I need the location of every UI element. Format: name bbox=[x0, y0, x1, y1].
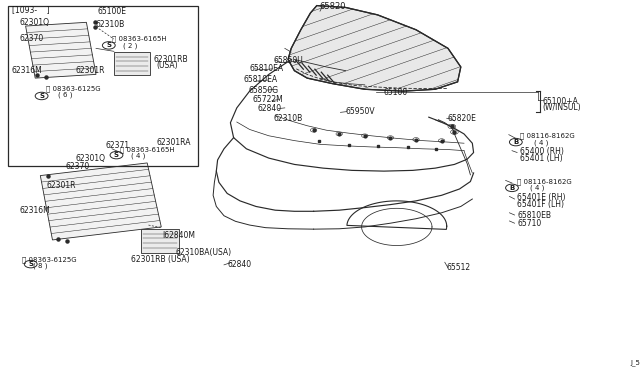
Text: 62301R: 62301R bbox=[47, 182, 76, 190]
Text: J_500036: J_500036 bbox=[630, 359, 640, 366]
Text: Ⓑ 08116-8162G: Ⓑ 08116-8162G bbox=[520, 132, 575, 139]
Text: ( 4 ): ( 4 ) bbox=[131, 153, 145, 160]
Text: [1093-    ]: [1093- ] bbox=[12, 5, 49, 14]
Text: ( 4 ): ( 4 ) bbox=[530, 185, 544, 191]
Text: 62301Q: 62301Q bbox=[19, 18, 49, 27]
Bar bbox=[8, 6, 198, 166]
Text: Ⓢ 08363-6125G: Ⓢ 08363-6125G bbox=[22, 256, 77, 263]
Text: S: S bbox=[106, 42, 111, 48]
Text: l62840M: l62840M bbox=[162, 231, 195, 240]
Text: 65820: 65820 bbox=[319, 2, 346, 11]
Polygon shape bbox=[288, 6, 461, 91]
Text: S: S bbox=[114, 152, 119, 158]
Bar bbox=[114, 52, 150, 75]
Text: 62371: 62371 bbox=[106, 141, 130, 150]
Bar bbox=[141, 229, 179, 253]
Text: 65401F (LH): 65401F (LH) bbox=[517, 200, 564, 209]
Text: 65512: 65512 bbox=[447, 263, 471, 272]
Text: ( 6 ): ( 6 ) bbox=[58, 92, 72, 98]
Text: 62310BA(USA): 62310BA(USA) bbox=[176, 248, 232, 257]
Text: Ⓢ 08363-6165H: Ⓢ 08363-6165H bbox=[120, 146, 175, 153]
Text: 65722M: 65722M bbox=[253, 95, 284, 104]
Text: 62370: 62370 bbox=[19, 34, 44, 43]
Text: 62316M: 62316M bbox=[12, 66, 42, 75]
Text: Ⓑ 08116-8162G: Ⓑ 08116-8162G bbox=[517, 178, 572, 185]
Text: Ⓢ 08363-6165H: Ⓢ 08363-6165H bbox=[112, 36, 166, 42]
Text: ( 2 ): ( 2 ) bbox=[123, 42, 137, 49]
Text: 65100E: 65100E bbox=[97, 7, 126, 16]
Text: 65950V: 65950V bbox=[346, 107, 375, 116]
Text: ( 8 ): ( 8 ) bbox=[33, 263, 48, 269]
Text: (USA): (USA) bbox=[157, 61, 179, 70]
Text: (W/INSUL): (W/INSUL) bbox=[543, 103, 581, 112]
Text: B: B bbox=[509, 185, 515, 191]
Text: 65710: 65710 bbox=[517, 219, 541, 228]
Text: 62301RB: 62301RB bbox=[154, 55, 188, 64]
Text: 65100: 65100 bbox=[384, 88, 408, 97]
Text: 62840: 62840 bbox=[227, 260, 252, 269]
Text: 62840: 62840 bbox=[257, 104, 282, 113]
Text: B: B bbox=[513, 139, 518, 145]
Text: S: S bbox=[39, 93, 44, 99]
Text: 62301R: 62301R bbox=[76, 66, 105, 75]
Text: ( 4 ): ( 4 ) bbox=[534, 139, 548, 146]
Text: Ⓢ 08363-6125G: Ⓢ 08363-6125G bbox=[46, 85, 100, 92]
Text: 65400 (RH): 65400 (RH) bbox=[520, 147, 564, 156]
Text: S: S bbox=[28, 261, 33, 267]
Text: 65401E (RH): 65401E (RH) bbox=[517, 193, 566, 202]
Text: 62301Q: 62301Q bbox=[76, 154, 106, 163]
Text: 65401 (LH): 65401 (LH) bbox=[520, 154, 563, 163]
Text: 62316M: 62316M bbox=[19, 206, 50, 215]
Text: 62301RA: 62301RA bbox=[157, 138, 191, 147]
Text: 65820E: 65820E bbox=[448, 114, 477, 123]
Text: 62310B: 62310B bbox=[96, 20, 125, 29]
Text: 65810EA: 65810EA bbox=[250, 64, 284, 73]
Text: 62301RB (USA): 62301RB (USA) bbox=[131, 255, 190, 264]
Text: 65100+A: 65100+A bbox=[543, 97, 579, 106]
Text: 65850U: 65850U bbox=[274, 56, 303, 65]
Text: 65810EB: 65810EB bbox=[517, 211, 551, 219]
Text: 65810EA: 65810EA bbox=[243, 76, 277, 84]
Text: 65850G: 65850G bbox=[248, 86, 278, 94]
Text: 62370: 62370 bbox=[65, 162, 90, 171]
Text: 62310B: 62310B bbox=[274, 114, 303, 123]
Polygon shape bbox=[26, 22, 96, 78]
Polygon shape bbox=[40, 163, 161, 240]
